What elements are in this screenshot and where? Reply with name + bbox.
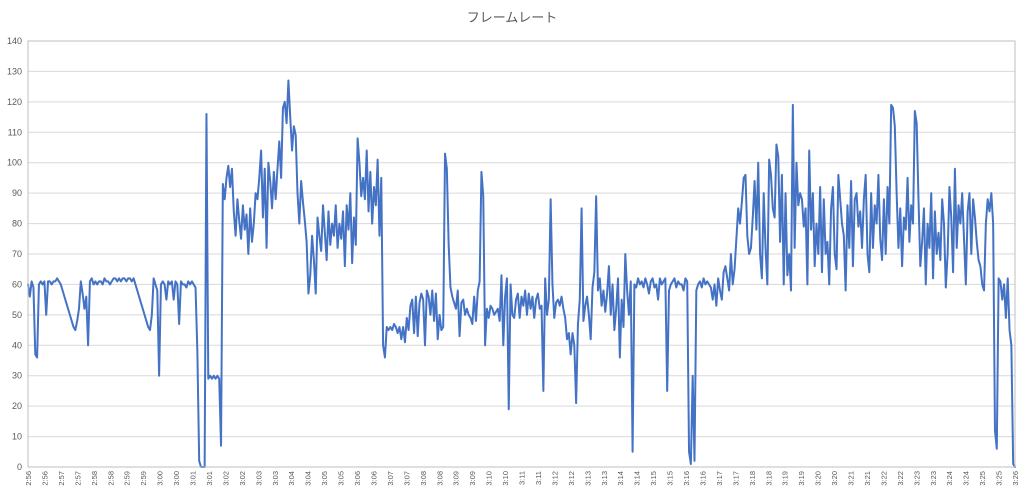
x-tick-label: 3:15: [666, 471, 675, 486]
x-tick-label: 3:10: [501, 471, 510, 486]
x-tick-label: 3:11: [534, 471, 543, 485]
y-tick-label: 80: [12, 219, 22, 229]
x-tick-label: 3:14: [616, 471, 625, 486]
x-tick-label: 3:24: [962, 471, 971, 486]
y-tick-label: 140: [7, 36, 22, 46]
x-tick-label: 3:03: [271, 471, 280, 486]
x-tick-label: 3:20: [830, 471, 839, 486]
x-tick-label: 3:21: [847, 471, 856, 486]
x-tick-label: 3:22: [879, 471, 888, 486]
x-tick-label: 3:04: [304, 471, 313, 486]
series-layer: [27, 79, 1016, 468]
x-tick-label: 3:13: [600, 471, 609, 486]
x-tick-label: 3:15: [649, 471, 658, 486]
x-tick-label: 2:56: [24, 471, 33, 486]
y-tick-label: 20: [12, 401, 22, 411]
x-tick-label: 3:18: [748, 471, 757, 486]
plot-area-frame: [27, 40, 1016, 468]
y-tick-label: 0: [17, 462, 22, 472]
x-tick-label: 3:19: [797, 471, 806, 486]
x-tick-label: 3:03: [254, 471, 263, 486]
x-tick-label: 3:17: [731, 471, 740, 486]
x-tick-label: 3:07: [386, 471, 395, 486]
x-tick-label: 2:59: [123, 471, 132, 486]
x-tick-label: 2:58: [106, 471, 115, 486]
chart-title: フレームレート: [467, 11, 558, 26]
x-tick-label: 3:12: [567, 471, 576, 486]
x-tick-label: 2:57: [73, 471, 82, 486]
x-tick-label: 3:25: [978, 471, 987, 486]
x-tick-label: 3:20: [814, 471, 823, 486]
x-tick-label: 3:25: [995, 471, 1004, 486]
x-tick-label: 3:26: [1011, 471, 1020, 486]
y-tick-label: 10: [12, 432, 22, 442]
x-tick-label: 3:00: [172, 471, 181, 486]
y-tick-label: 50: [12, 310, 22, 320]
x-tick-label: 3:18: [764, 471, 773, 486]
gridlines: [28, 40, 1015, 468]
x-tick-label: 3:09: [468, 471, 477, 486]
y-tick-label: 70: [12, 249, 22, 259]
x-tick-label: 3:07: [402, 471, 411, 486]
x-axis-tick-labels: 2:56 2:56 2:57 2:57 2:58 2:58 2:59 2:59 3:00 3:00…: [24, 471, 1020, 486]
x-tick-label: 3:23: [912, 471, 921, 486]
y-tick-label: 30: [12, 371, 22, 381]
x-tick-label: 2:56: [40, 471, 49, 486]
x-tick-label: 3:01: [189, 471, 198, 486]
x-tick-label: 3:17: [715, 471, 724, 486]
x-tick-label: 3:04: [287, 471, 296, 486]
y-tick-label: 60: [12, 279, 22, 289]
x-tick-label: 3:11: [518, 471, 527, 485]
x-tick-label: 2:59: [139, 471, 148, 486]
y-axis-tick-labels: 0 10 20 30 40 50 60 70 80 90 100 110 120 130 140: [7, 36, 22, 472]
x-tick-label: 2:58: [90, 471, 99, 486]
y-tick-label: 90: [12, 188, 22, 198]
x-tick-label: 3:05: [337, 471, 346, 486]
x-tick-label: 3:02: [221, 471, 230, 486]
x-tick-label: 3:21: [863, 471, 872, 486]
y-tick-label: 120: [7, 97, 22, 107]
x-tick-label: 3:06: [353, 471, 362, 486]
x-tick-label: 3:05: [320, 471, 329, 486]
x-tick-label: 3:12: [550, 471, 559, 486]
y-tick-label: 110: [8, 127, 22, 137]
x-tick-label: 3:14: [633, 471, 642, 486]
x-tick-label: 3:13: [583, 471, 592, 486]
x-tick-label: 3:01: [205, 471, 214, 486]
x-tick-label: 3:02: [238, 471, 247, 486]
x-tick-label: 3:06: [369, 471, 378, 486]
x-tick-label: 2:57: [57, 471, 66, 486]
y-tick-label: 100: [7, 158, 22, 168]
x-tick-label: 3:00: [156, 471, 165, 486]
x-tick-label: 3:19: [781, 471, 790, 486]
x-tick-label: 3:22: [896, 471, 905, 486]
x-tick-label: 3:16: [682, 471, 691, 486]
x-tick-label: 3:08: [419, 471, 428, 486]
x-tick-label: 3:23: [929, 471, 938, 486]
y-tick-label: 40: [12, 340, 22, 350]
x-tick-label: 3:16: [698, 471, 707, 486]
x-tick-label: 3:08: [435, 471, 444, 486]
series-line: [27, 79, 1016, 468]
x-tick-label: 3:10: [485, 471, 494, 486]
y-tick-label: 130: [7, 66, 22, 76]
x-tick-label: 3:24: [945, 471, 954, 486]
x-tick-label: 3:09: [452, 471, 461, 486]
